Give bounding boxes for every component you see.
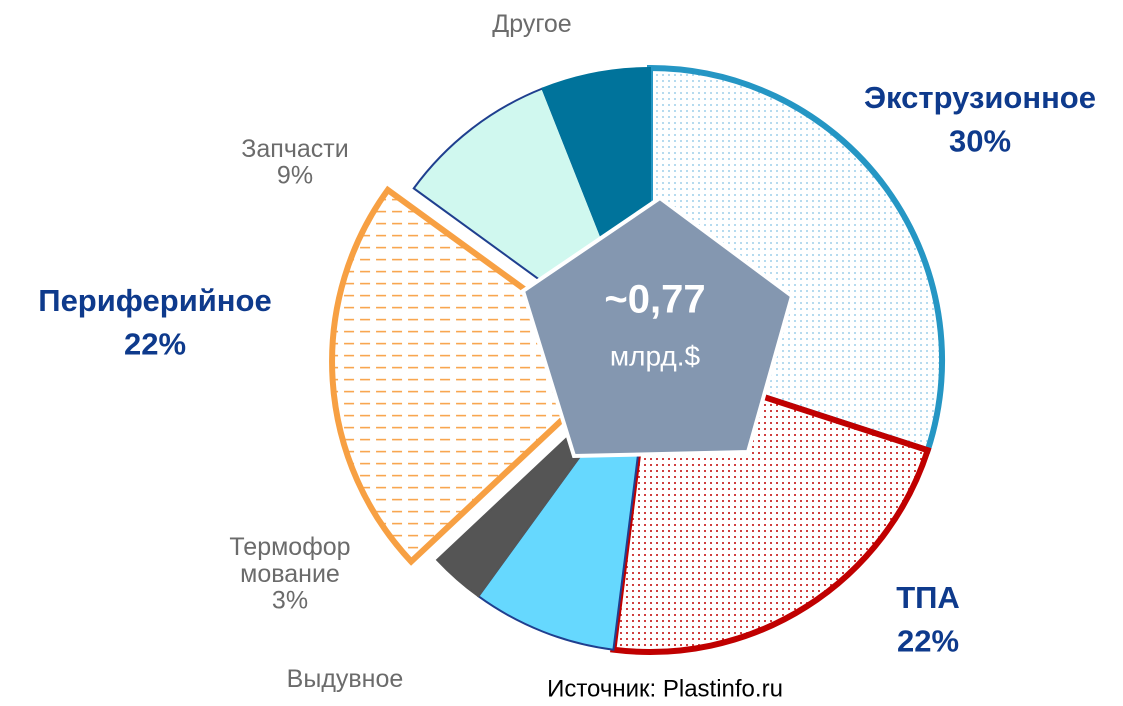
category-label: Периферийное [38, 283, 271, 318]
value-label: 9% [277, 162, 313, 190]
category-label: ТПА [896, 580, 960, 615]
value-label: 22% [897, 623, 959, 658]
value-label: 3% [272, 587, 308, 615]
center-unit: млрд.$ [610, 340, 701, 371]
category-label: Экструзионное [864, 80, 1096, 115]
center-label: ~0,77 [604, 278, 705, 322]
category-label: Другое [492, 10, 571, 38]
source: Источник: Plastinfo.ru [547, 675, 783, 701]
category-label: Термофор мование [229, 533, 350, 588]
pie-slice [329, 185, 629, 566]
category-label: Запчасти [241, 135, 348, 163]
value-label: 30% [949, 123, 1011, 158]
category-label: Выдувное [287, 665, 404, 693]
value-label: 22% [124, 326, 186, 361]
center-pentagon [520, 195, 795, 459]
